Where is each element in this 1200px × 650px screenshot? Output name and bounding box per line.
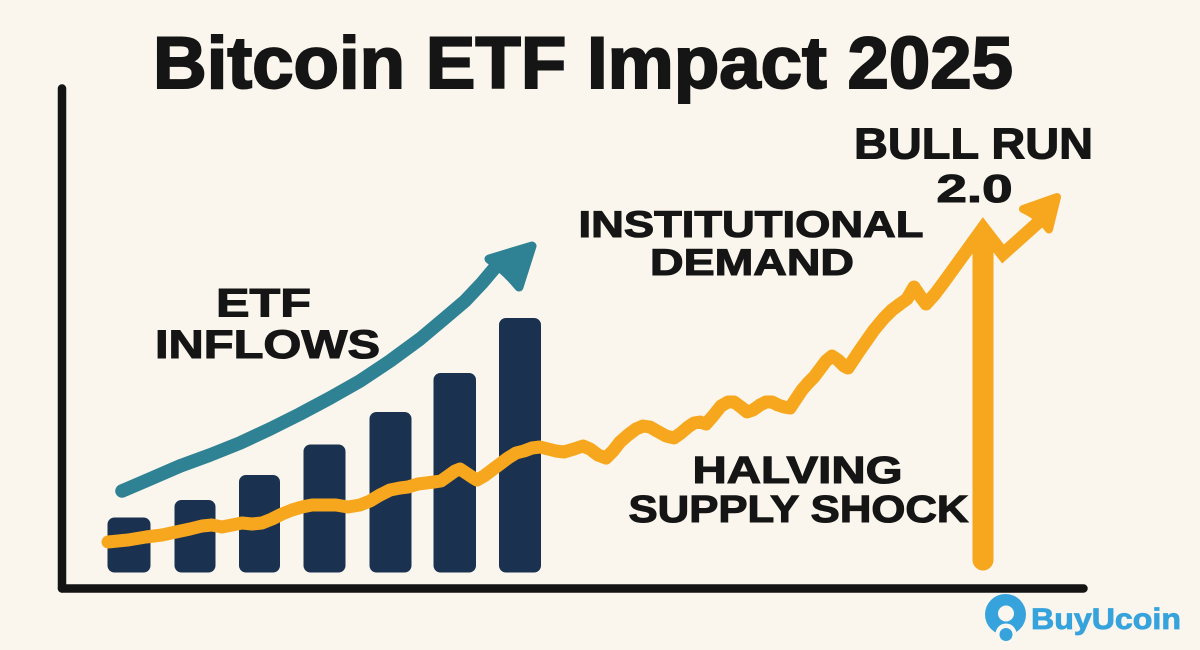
- svg-text:ETF: ETF: [216, 282, 311, 326]
- svg-text:DEMAND: DEMAND: [650, 242, 854, 283]
- svg-text:BuyUcoin: BuyUcoin: [1031, 603, 1181, 636]
- svg-text:HALVING: HALVING: [693, 450, 903, 492]
- svg-text:Bitcoin ETF Impact 2025: Bitcoin ETF Impact 2025: [153, 23, 1013, 104]
- svg-text:INSTITUTIONAL: INSTITUTIONAL: [579, 204, 924, 245]
- svg-text:INFLOWS: INFLOWS: [155, 323, 380, 367]
- svg-text:SUPPLY SHOCK: SUPPLY SHOCK: [629, 489, 970, 531]
- svg-text:BULL RUN: BULL RUN: [854, 120, 1093, 169]
- svg-text:2.0: 2.0: [937, 168, 1013, 211]
